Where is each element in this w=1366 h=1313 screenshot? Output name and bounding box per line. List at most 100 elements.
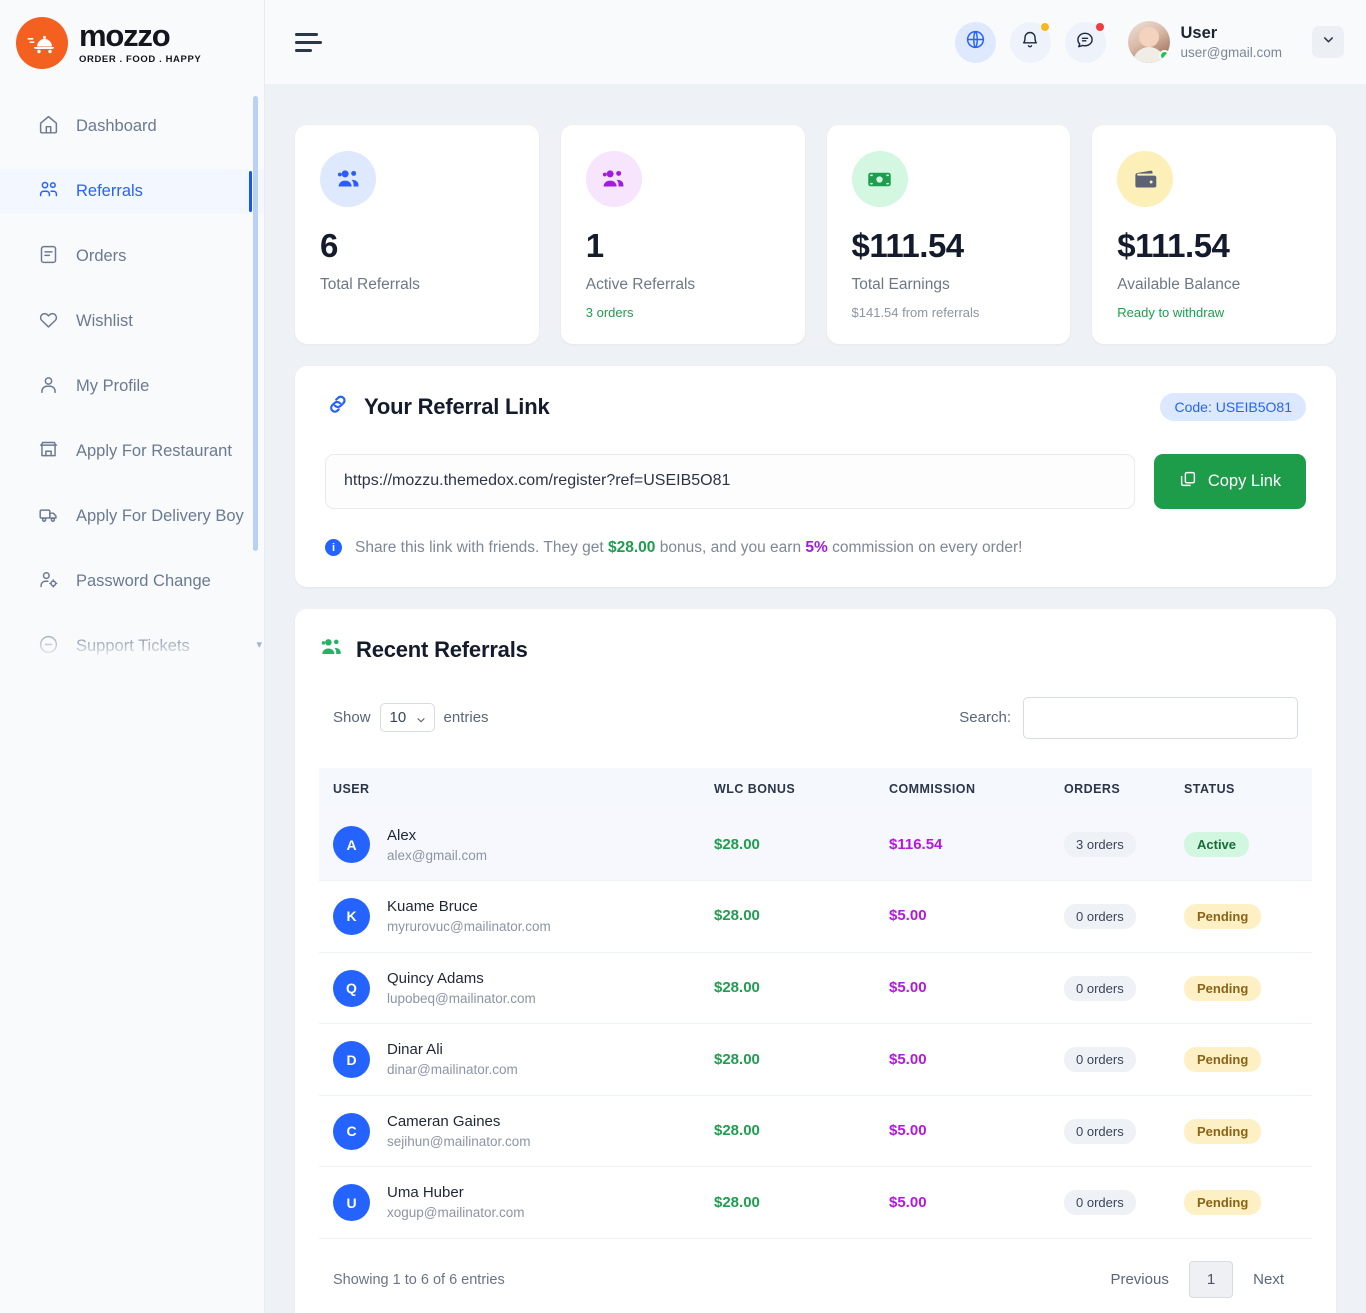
notification-badge-dot [1040, 22, 1049, 31]
table-row[interactable]: K Kuame Bruce myrurovuc@mailinator.com $28.… [319, 880, 1312, 953]
user-email: xogup@mailinator.com [387, 1205, 525, 1221]
status-badge: Pending [1184, 1118, 1262, 1144]
store-icon [38, 439, 59, 465]
money-bill-icon [851, 151, 908, 207]
delivery-truck-icon [38, 504, 59, 530]
copy-link-button[interactable]: Copy Link [1154, 453, 1306, 509]
page-length-select[interactable]: 10 [379, 703, 435, 733]
entries-label: entries [443, 709, 489, 727]
share-note: i Share this link with friends. They get… [325, 539, 1306, 557]
stat-label: Total Earnings [851, 275, 950, 293]
table-row[interactable]: Q Quincy Adams lupobeq@mailinator.com $28.0… [319, 952, 1312, 1025]
column-status: STATUS [1184, 767, 1312, 810]
cell-orders: 0 orders [1064, 1023, 1184, 1096]
avatar: Q [333, 969, 370, 1007]
user-email: dinar@mailinator.com [387, 1062, 518, 1078]
cell-status: Pending [1184, 1166, 1312, 1240]
sidebar-item-apply-for-delivery-boy[interactable]: Apply For Delivery Boy [0, 494, 264, 539]
sidebar-item-dashboard[interactable]: Dashboard [0, 104, 264, 149]
table-title: Recent Referrals [356, 636, 528, 662]
status-badge: Pending [1184, 975, 1262, 1001]
entries-info: Showing 1 to 6 of 6 entries [333, 1271, 505, 1288]
search-label: Search: [959, 709, 1011, 727]
avatar: D [333, 1041, 370, 1079]
sidebar-item-label: Password Change [76, 572, 211, 590]
table-row[interactable]: U Uma Huber xogup@mailinator.com $28.00 $5.0… [319, 1166, 1312, 1240]
hamburger-icon[interactable] [295, 27, 322, 58]
user-name: Uma Huber [387, 1184, 464, 1202]
notifications-button[interactable] [1009, 21, 1051, 63]
avatar: U [333, 1184, 370, 1222]
sidebar-scrollbar[interactable] [253, 96, 258, 551]
cell-orders: 0 orders [1064, 880, 1184, 953]
user-menu[interactable]: User user@gmail.com [1127, 21, 1282, 63]
sidebar: mozzo ORDER . FOOD . HAPPY Dashboard Ref… [0, 0, 265, 1313]
recent-referrals-card: Recent Referrals Show 10 en [295, 608, 1336, 1313]
share-note-bonus: $28.00 [608, 538, 656, 556]
user-email: sejihun@mailinator.com [387, 1133, 531, 1149]
language-button[interactable] [954, 21, 996, 63]
user-name: Dinar Ali [387, 1041, 443, 1059]
sidebar-item-apply-for-restaurant[interactable]: Apply For Restaurant [0, 429, 264, 474]
sidebar-item-my-profile[interactable]: My Profile [0, 364, 264, 409]
status-badge: Pending [1184, 903, 1262, 929]
column-wlc-bonus: WLC BONUS [714, 767, 889, 810]
table-row[interactable]: A Alex alex@gmail.com $28.00 $116.54 3 orders… [319, 809, 1312, 882]
column-commission: COMMISSION [889, 767, 1064, 810]
sidebar-item-orders[interactable]: Orders [0, 234, 264, 279]
avatar: K [333, 897, 370, 935]
status-badge: Active [1184, 832, 1250, 858]
brand-logo[interactable]: mozzo ORDER . FOOD . HAPPY [0, 0, 264, 85]
status-badge: Pending [1184, 1190, 1262, 1216]
sidebar-item-wishlist[interactable]: Wishlist [0, 299, 264, 344]
chevron-down-icon [1321, 32, 1336, 52]
logo-mark-icon [16, 16, 68, 69]
cell-commission: $5.00 [889, 1095, 1064, 1168]
table-row[interactable]: D Dinar Ali dinar@mailinator.com $28.00 $5.0… [319, 1023, 1312, 1096]
share-note-middle: bonus, and you earn [655, 538, 806, 556]
previous-page-button[interactable]: Previous [1110, 1271, 1169, 1289]
sidebar-bottom-mask [0, 660, 263, 1313]
sidebar-item-password-change[interactable]: Password Change [0, 559, 264, 604]
home-icon [38, 114, 59, 140]
messages-button[interactable] [1064, 21, 1106, 63]
cell-user: K Kuame Bruce myrurovuc@mailinator.com [319, 880, 714, 953]
cell-user: D Dinar Ali dinar@mailinator.com [319, 1023, 714, 1096]
user-name: User [1180, 23, 1218, 42]
stat-label: Total Referrals [320, 275, 420, 293]
user-email: alex@gmail.com [387, 847, 487, 863]
cell-status: Pending [1184, 880, 1312, 953]
stat-card-available-balance: $111.54 Available Balance Ready to withd… [1092, 125, 1336, 344]
scroll-down-arrow-icon[interactable]: ▾ [256, 639, 262, 651]
cell-status: Pending [1184, 1095, 1312, 1168]
cell-status: Active [1184, 809, 1312, 882]
user-gear-icon [38, 569, 59, 595]
next-page-button[interactable]: Next [1253, 1271, 1284, 1289]
status-badge: Pending [1184, 1047, 1262, 1073]
cell-orders: 0 orders [1064, 952, 1184, 1025]
page-length-control: Show 10 entries [333, 703, 489, 733]
referrals-table: USER WLC BONUS COMMISSION ORDERS STATUS … [319, 767, 1312, 1240]
stat-value: 6 [320, 227, 338, 264]
referral-link-card: Your Referral Link Code: USEIB5O81 Copy … [295, 365, 1336, 587]
cell-orders: 3 orders [1064, 809, 1184, 882]
search-input[interactable] [1023, 696, 1298, 739]
sidebar-item-referrals[interactable]: Referrals [0, 169, 264, 214]
cell-commission: $5.00 [889, 952, 1064, 1025]
pagination: Previous 1 Next [1096, 1261, 1298, 1299]
copy-icon [1179, 470, 1197, 493]
referral-link-input[interactable] [325, 453, 1135, 509]
page-number-button[interactable]: 1 [1188, 1261, 1234, 1299]
users-group-icon [585, 151, 642, 207]
user-dropdown-button[interactable] [1312, 26, 1344, 58]
cell-user: C Cameran Gaines sejihun@mailinator.com [319, 1095, 714, 1168]
user-name: Alex [387, 826, 417, 844]
cell-wlc-bonus: $28.00 [714, 880, 889, 953]
user-email: user@gmail.com [1180, 44, 1282, 60]
table-row[interactable]: C Cameran Gaines sejihun@mailinator.com $28… [319, 1095, 1312, 1168]
main-area: User user@gmail.com 6 [265, 0, 1366, 1313]
cell-status: Pending [1184, 1023, 1312, 1096]
cell-commission: $5.00 [889, 1023, 1064, 1096]
referral-link-row: Copy Link [325, 453, 1306, 509]
